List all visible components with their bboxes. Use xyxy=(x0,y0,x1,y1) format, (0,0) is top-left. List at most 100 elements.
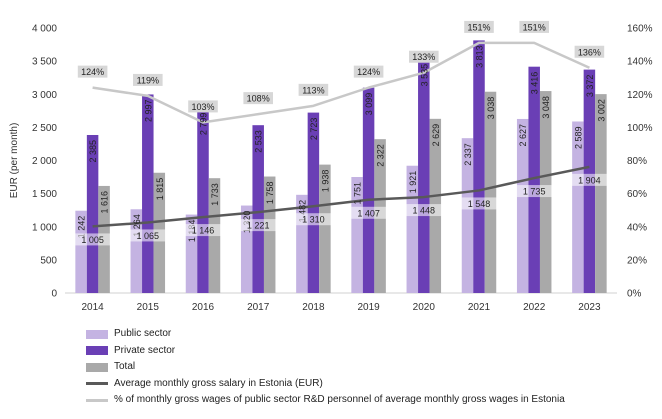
x-tick-label: 2017 xyxy=(247,302,270,313)
legend-swatch-total xyxy=(86,362,108,372)
point-label-bg-of-monthly-gross-wages-of-public-sector-r-d-personnel-of-average-monthly-gross-wages-in-estonia xyxy=(519,20,549,33)
bar-public-sector xyxy=(130,209,143,293)
legend-label-public-sector: Public sector xyxy=(114,328,172,339)
y2-tick-label: 140% xyxy=(627,57,653,68)
y2-tick-label: 80% xyxy=(627,156,647,167)
data-label-private-sector: 2 997 xyxy=(143,99,153,122)
point-label-average-monthly-gross-salary-in-estonia-eur: 1 548 xyxy=(468,199,491,209)
point-label-average-monthly-gross-salary-in-estonia-eur: 1 221 xyxy=(247,221,270,231)
bar-public-sector xyxy=(185,214,198,293)
data-label-public-sector: 2 337 xyxy=(463,143,473,166)
point-label-of-monthly-gross-wages-of-public-sector-r-d-personnel-of-average-monthly-gross-wages-in-estonia: 124% xyxy=(81,67,104,77)
point-label-bg-of-monthly-gross-wages-of-public-sector-r-d-personnel-of-average-monthly-gross-wages-in-estonia xyxy=(574,45,605,58)
y-tick-label: 500 xyxy=(40,255,57,266)
y2-tick-label: 120% xyxy=(627,90,653,101)
data-label-private-sector: 3 372 xyxy=(585,75,595,98)
point-label-of-monthly-gross-wages-of-public-sector-r-d-personnel-of-average-monthly-gross-wages-in-estonia: 108% xyxy=(247,94,270,104)
x-tick-label: 2014 xyxy=(81,302,104,313)
bar-private-sector xyxy=(197,107,209,293)
y2-tick-label: 60% xyxy=(627,189,647,200)
point-label-of-monthly-gross-wages-of-public-sector-r-d-personnel-of-average-monthly-gross-wages-in-estonia: 151% xyxy=(467,22,490,32)
point-label-of-monthly-gross-wages-of-public-sector-r-d-personnel-of-average-monthly-gross-wages-in-estonia: 151% xyxy=(523,22,546,32)
bar-total xyxy=(484,91,497,293)
y-tick-label: 2 500 xyxy=(32,123,57,134)
bar-private-sector xyxy=(307,112,320,293)
data-label-total: 3 038 xyxy=(486,97,496,120)
bar-total xyxy=(595,94,607,294)
bar-public-sector xyxy=(572,121,584,293)
point-label-bg-average-monthly-gross-salary-in-estonia-eur xyxy=(240,219,276,232)
y-tick-label: 2 000 xyxy=(32,156,57,167)
point-label-average-monthly-gross-salary-in-estonia-eur: 1 407 xyxy=(357,208,380,218)
y-tick-label: 3 500 xyxy=(32,57,57,68)
data-label-public-sector: 1 751 xyxy=(353,182,363,205)
line-of-monthly-gross-wages-of-public-sector-r-d-personnel-of-average-monthly-gross-wages-in-estonia xyxy=(92,41,590,124)
legend-label-percent-ratio: % of monthly gross wages of public secto… xyxy=(114,394,565,405)
point-label-bg-of-monthly-gross-wages-of-public-sector-r-d-personnel-of-average-monthly-gross-wages-in-estonia xyxy=(77,65,108,78)
legend-item-public-sector: Public sector xyxy=(86,326,565,343)
point-label-average-monthly-gross-salary-in-estonia-eur: 1 065 xyxy=(137,231,160,241)
bar-private-sector xyxy=(418,58,430,294)
point-label-of-monthly-gross-wages-of-public-sector-r-d-personnel-of-average-monthly-gross-wages-in-estonia: 103% xyxy=(191,102,214,112)
point-label-bg-average-monthly-gross-salary-in-estonia-eur xyxy=(516,185,552,198)
data-label-private-sector: 2 533 xyxy=(254,130,264,153)
point-label-average-monthly-gross-salary-in-estonia-eur: 1 005 xyxy=(81,235,104,245)
y2-tick-label: 100% xyxy=(627,123,653,134)
data-label-private-sector: 2 723 xyxy=(309,118,319,141)
line-series xyxy=(92,41,590,228)
point-label-average-monthly-gross-salary-in-estonia-eur: 1 735 xyxy=(523,187,546,197)
bar-private-sector xyxy=(473,40,485,293)
data-label-total: 1 616 xyxy=(100,191,110,214)
bar-public-sector xyxy=(406,165,419,293)
point-label-bg-average-monthly-gross-salary-in-estonia-eur xyxy=(130,229,166,242)
point-label-bg-average-monthly-gross-salary-in-estonia-eur xyxy=(75,233,111,246)
legend-swatch-private-sector xyxy=(86,346,108,356)
point-label-bg-average-monthly-gross-salary-in-estonia-eur xyxy=(571,173,607,186)
point-label-average-monthly-gross-salary-in-estonia-eur: 1 310 xyxy=(302,215,325,225)
bar-public-sector xyxy=(461,138,474,293)
x-tick-label: 2018 xyxy=(302,302,325,313)
point-label-bg-average-monthly-gross-salary-in-estonia-eur xyxy=(461,197,497,210)
x-tick-label: 2015 xyxy=(137,302,160,313)
legend-label-average-salary: Average monthly gross salary in Estonia … xyxy=(114,377,323,389)
data-label-total: 1 815 xyxy=(155,178,165,201)
bar-public-sector xyxy=(296,194,308,293)
legend-item-percent-ratio: % of monthly gross wages of public secto… xyxy=(86,392,565,409)
point-label-bg-average-monthly-gross-salary-in-estonia-eur xyxy=(185,224,221,237)
data-label-private-sector: 3 535 xyxy=(419,64,429,87)
y-tick-label: 1 500 xyxy=(32,189,57,200)
data-label-total: 1 733 xyxy=(210,183,220,206)
bar-public-sector xyxy=(516,118,529,294)
legend-swatch-average-salary xyxy=(86,382,108,386)
point-label-of-monthly-gross-wages-of-public-sector-r-d-personnel-of-average-monthly-gross-wages-in-estonia: 113% xyxy=(302,85,324,95)
point-label-bg-of-monthly-gross-wages-of-public-sector-r-d-personnel-of-average-monthly-gross-wages-in-estonia xyxy=(353,65,384,78)
point-label-bg-of-monthly-gross-wages-of-public-sector-r-d-personnel-of-average-monthly-gross-wages-in-estonia xyxy=(188,100,218,113)
y2-tick-label: 20% xyxy=(627,255,647,266)
x-tick-label: 2016 xyxy=(192,302,215,313)
legend-item-private-sector: Private sector xyxy=(86,343,565,360)
bar-total xyxy=(263,176,276,293)
y2-tick-label: 40% xyxy=(627,222,647,233)
x-tick-label: 2023 xyxy=(578,302,601,313)
data-label-public-sector: 2 589 xyxy=(573,126,583,149)
x-tick-label: 2022 xyxy=(523,302,546,313)
y2-tick-label: 160% xyxy=(627,24,653,35)
point-label-bg-of-monthly-gross-wages-of-public-sector-r-d-personnel-of-average-monthly-gross-wages-in-estonia xyxy=(464,20,494,33)
y2-tick-label: 0% xyxy=(627,289,642,300)
point-label-bg-of-monthly-gross-wages-of-public-sector-r-d-personnel-of-average-monthly-gross-wages-in-estonia xyxy=(243,92,273,105)
x-tick-label: 2019 xyxy=(357,302,380,313)
point-label-bg-of-monthly-gross-wages-of-public-sector-r-d-personnel-of-average-monthly-gross-wages-in-estonia xyxy=(409,50,439,63)
y-tick-label: 1 000 xyxy=(32,222,57,233)
legend-swatch-public-sector xyxy=(86,329,108,339)
y-tick-label: 3 000 xyxy=(32,90,57,101)
legend-item-average-salary: Average monthly gross salary in Estonia … xyxy=(86,376,565,393)
data-label-private-sector: 3 099 xyxy=(364,93,374,116)
data-label-public-sector: 2 627 xyxy=(518,124,528,147)
data-label-private-sector: 3 813 xyxy=(475,45,485,68)
legend: Public sector Private sector Total Avera… xyxy=(86,326,565,409)
legend-label-total: Total xyxy=(114,361,136,372)
point-label-bg-average-monthly-gross-salary-in-estonia-eur xyxy=(295,213,331,226)
y-tick-label: 0 xyxy=(51,289,57,300)
bar-private-sector xyxy=(362,87,375,293)
